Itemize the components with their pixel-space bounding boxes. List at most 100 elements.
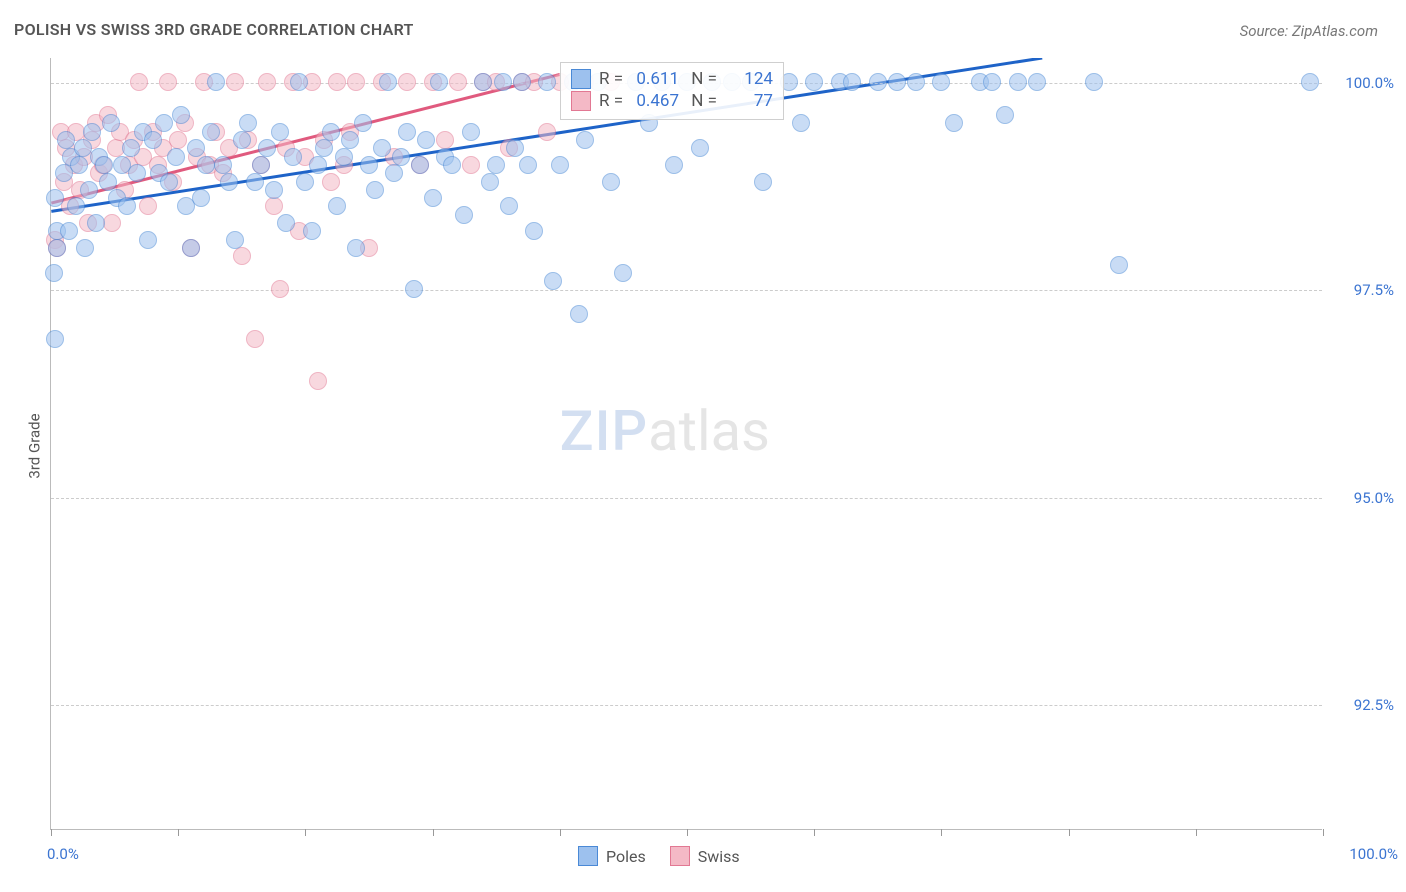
y-axis-label: 3rd Grade xyxy=(26,413,44,478)
scatter-point-poles xyxy=(60,222,78,240)
scatter-point-poles xyxy=(258,139,276,157)
scatter-point-poles xyxy=(239,114,257,132)
legend-n-value: 77 xyxy=(725,91,773,111)
scatter-point-poles xyxy=(202,123,220,141)
legend-n-label: N = xyxy=(687,69,717,89)
scatter-point-poles xyxy=(1110,256,1128,274)
y-tick-label: 97.5% xyxy=(1330,281,1394,299)
legend-n-label: N = xyxy=(687,91,717,111)
scatter-point-poles xyxy=(869,73,887,91)
scatter-point-poles xyxy=(754,173,772,191)
scatter-point-poles xyxy=(417,131,435,149)
scatter-point-poles xyxy=(172,106,190,124)
scatter-point-poles xyxy=(46,330,64,348)
scatter-point-swiss xyxy=(233,247,251,265)
legend-r-value: 0.611 xyxy=(631,69,679,89)
scatter-point-poles xyxy=(277,214,295,232)
watermark: ZIPatlas xyxy=(560,398,770,464)
scatter-point-poles xyxy=(373,139,391,157)
series-legend-label: Poles xyxy=(606,847,646,866)
series-legend: Poles Swiss xyxy=(578,846,740,866)
chart-title: POLISH VS SWISS 3RD GRADE CORRELATION CH… xyxy=(14,20,414,39)
series-legend-item-swiss: Swiss xyxy=(670,846,740,866)
scatter-point-poles xyxy=(474,73,492,91)
scatter-point-poles xyxy=(46,189,64,207)
scatter-point-swiss xyxy=(462,156,480,174)
scatter-point-poles xyxy=(144,131,162,149)
scatter-point-poles xyxy=(315,139,333,157)
scatter-point-poles xyxy=(70,156,88,174)
scatter-point-poles xyxy=(996,106,1014,124)
correlation-legend: R =0.611 N =124R =0.467 N =77 xyxy=(560,62,784,120)
scatter-point-poles xyxy=(155,114,173,132)
scatter-point-poles xyxy=(45,264,63,282)
scatter-point-poles xyxy=(576,131,594,149)
scatter-point-poles xyxy=(665,156,683,174)
legend-swatch xyxy=(571,91,591,111)
legend-row-poles: R =0.611 N =124 xyxy=(571,69,773,89)
scatter-point-swiss xyxy=(258,73,276,91)
scatter-point-poles xyxy=(1085,73,1103,91)
scatter-point-poles xyxy=(932,73,950,91)
scatter-point-poles xyxy=(506,139,524,157)
scatter-point-poles xyxy=(265,181,283,199)
scatter-point-poles xyxy=(139,231,157,249)
scatter-point-swiss xyxy=(271,280,289,298)
scatter-point-poles xyxy=(379,73,397,91)
scatter-point-poles xyxy=(538,73,556,91)
scatter-point-poles xyxy=(207,73,225,91)
scatter-point-poles xyxy=(519,156,537,174)
x-tick xyxy=(1069,829,1070,836)
scatter-point-poles xyxy=(95,156,113,174)
scatter-point-swiss xyxy=(398,73,416,91)
scatter-point-swiss xyxy=(226,73,244,91)
legend-swatch xyxy=(578,846,598,866)
x-tick xyxy=(560,829,561,836)
scatter-point-poles xyxy=(347,239,365,257)
legend-swatch xyxy=(670,846,690,866)
scatter-point-swiss xyxy=(159,73,177,91)
x-tick xyxy=(178,829,179,836)
x-tick xyxy=(941,829,942,836)
scatter-point-poles xyxy=(76,239,94,257)
scatter-point-swiss xyxy=(103,214,121,232)
scatter-point-poles xyxy=(398,123,416,141)
scatter-point-poles xyxy=(983,73,1001,91)
series-legend-label: Swiss xyxy=(698,847,740,866)
scatter-point-poles xyxy=(246,173,264,191)
scatter-point-poles xyxy=(792,114,810,132)
scatter-point-poles xyxy=(290,73,308,91)
scatter-point-poles xyxy=(500,197,518,215)
scatter-point-poles xyxy=(1009,73,1027,91)
scatter-point-poles xyxy=(513,73,531,91)
x-tick xyxy=(814,829,815,836)
scatter-point-poles xyxy=(1301,73,1319,91)
scatter-point-poles xyxy=(87,214,105,232)
x-tick xyxy=(305,829,306,836)
scatter-point-poles xyxy=(182,239,200,257)
scatter-point-poles xyxy=(405,280,423,298)
series-legend-item-poles: Poles xyxy=(578,846,646,866)
scatter-point-poles xyxy=(494,73,512,91)
scatter-point-poles xyxy=(57,131,75,149)
plot-area: ZIPatlas 92.5%95.0%97.5%100.0%0.0%100.0% xyxy=(50,58,1322,830)
scatter-point-poles xyxy=(252,156,270,174)
scatter-point-poles xyxy=(843,73,861,91)
scatter-point-poles xyxy=(907,73,925,91)
legend-r-label: R = xyxy=(599,91,623,111)
scatter-point-poles xyxy=(167,148,185,166)
gridline xyxy=(51,498,1322,499)
x-tick xyxy=(1196,829,1197,836)
scatter-point-poles xyxy=(160,173,178,191)
y-tick-label: 92.5% xyxy=(1330,696,1394,714)
scatter-point-poles xyxy=(214,156,232,174)
scatter-point-swiss xyxy=(328,73,346,91)
chart-root: POLISH VS SWISS 3RD GRADE CORRELATION CH… xyxy=(0,0,1406,892)
y-tick-label: 100.0% xyxy=(1330,74,1394,92)
scatter-point-swiss xyxy=(246,330,264,348)
scatter-point-poles xyxy=(443,156,461,174)
scatter-point-swiss xyxy=(449,73,467,91)
scatter-point-poles xyxy=(570,305,588,323)
scatter-point-poles xyxy=(354,114,372,132)
x-tick-label-max: 100.0% xyxy=(1349,845,1398,863)
